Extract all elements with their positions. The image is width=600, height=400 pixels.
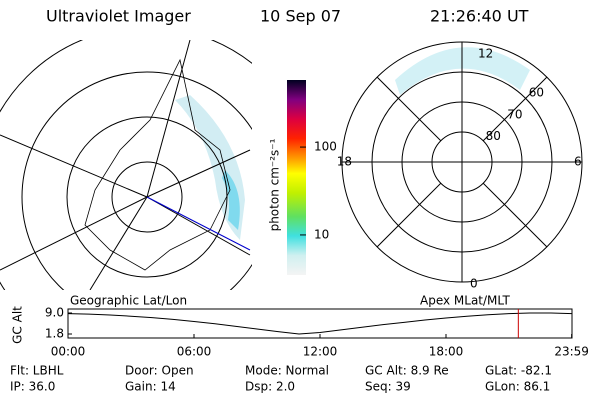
info-field: Gain: 14 (125, 380, 176, 394)
polar-spoke (482, 182, 548, 248)
mlat-label: 70 (507, 107, 522, 121)
colorbar (287, 80, 306, 275)
y-tick-label: 9.0 (45, 306, 64, 320)
info-field: Seq: 39 (365, 380, 411, 394)
info-field: Flt: LBHL (10, 364, 64, 378)
polar-spoke (376, 76, 442, 142)
date: 10 Sep 07 (260, 7, 341, 26)
geo-map (0, 40, 252, 290)
mag-label: Apex MLat/MLT (420, 294, 510, 308)
x-tick-label: 06:00 (177, 345, 212, 359)
info-field: Mode: Normal (245, 364, 329, 378)
mlt-label: 0 (470, 277, 478, 291)
x-tick-label: 12:00 (303, 345, 338, 359)
mlt-label: 12 (478, 47, 493, 61)
mlat-label: 60 (529, 86, 544, 100)
alt-ylabel: GC Alt (11, 306, 25, 344)
time: 21:26:40 UT (430, 7, 529, 26)
info-panel: Flt: LBHL Door: Open Mode: Normal GC Alt: 8… (10, 364, 552, 394)
colorbar-tick-label: 100 (314, 140, 337, 154)
x-tick-label: 23:59 (554, 345, 589, 359)
info-field: GLat: -82.1 (485, 364, 552, 378)
info-field: IP: 36.0 (10, 380, 55, 394)
aurora (395, 47, 530, 95)
x-tick-label: 00:00 (51, 345, 86, 359)
mlt-label: 6 (574, 155, 582, 169)
polar-spoke (482, 76, 548, 142)
title: Ultraviolet Imager (46, 7, 191, 26)
x-tick-label: 18:00 (429, 345, 464, 359)
mlt-label: 18 (337, 155, 352, 169)
info-field: GLon: 86.1 (485, 380, 550, 394)
info-field: Dsp: 2.0 (245, 380, 295, 394)
geo-label: Geographic Lat/Lon (70, 294, 187, 308)
colorbar-label: photon cm⁻²s⁻¹ (268, 138, 282, 231)
info-field: GC Alt: 8.9 Re (365, 364, 449, 378)
y-tick-label: 1.8 (45, 327, 64, 341)
colorbar-tick-label: 10 (314, 227, 329, 241)
info-field: Door: Open (125, 364, 194, 378)
alt-frame (67, 308, 573, 339)
polar-spoke (376, 182, 442, 248)
mlat-label: 80 (486, 129, 501, 143)
altitude-line (67, 312, 573, 335)
